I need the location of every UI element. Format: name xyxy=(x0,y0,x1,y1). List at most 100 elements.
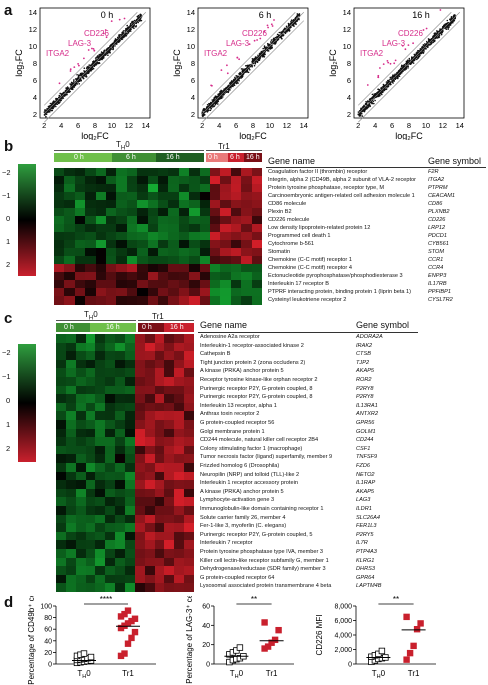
highlight-point xyxy=(58,82,61,85)
highlight-point xyxy=(248,43,251,45)
heatmap-cell xyxy=(158,168,169,177)
colorbar-c xyxy=(18,344,36,462)
heatmap-cell xyxy=(95,506,106,516)
heatmap-cell xyxy=(134,351,146,361)
gene-symbol-cell: AKAP5 xyxy=(356,368,375,375)
scatter-point xyxy=(133,27,135,30)
heatmap-cell xyxy=(230,272,242,281)
scatter-point xyxy=(397,70,400,72)
scatter-point xyxy=(219,93,221,96)
heatmap-cell xyxy=(95,402,106,412)
heatmap-cell xyxy=(174,359,185,369)
heatmap-cell xyxy=(125,574,136,584)
gene-symbol-cell: LAG3 xyxy=(356,497,371,504)
heatmap-cell xyxy=(184,402,195,412)
heatmap-cell xyxy=(184,523,195,533)
heatmap-cell xyxy=(105,497,116,507)
heatmap-cell xyxy=(199,232,211,241)
heatmap-cell xyxy=(95,280,107,289)
heatmap-cell xyxy=(134,428,146,438)
scatter-point xyxy=(50,107,53,110)
scatter-point xyxy=(66,86,69,88)
scatter-point xyxy=(377,94,379,97)
heatmap-cell xyxy=(64,248,76,257)
heatmap-cell xyxy=(168,256,180,265)
heatmap-cell xyxy=(158,248,169,257)
heatmap-cell xyxy=(174,420,185,430)
heatmap-cell xyxy=(178,184,190,193)
gene-name-cell: Receptor tyrosine kinase-like orphan rec… xyxy=(200,377,318,383)
heatmap-cell xyxy=(115,514,126,524)
heatmap-cell xyxy=(65,531,77,541)
heatmap-cell xyxy=(106,288,117,297)
scatter-point xyxy=(78,83,80,85)
scatter-point xyxy=(381,93,383,96)
heatmap-cell xyxy=(64,208,76,217)
scatter-point xyxy=(83,74,86,76)
group-th0-line xyxy=(54,150,204,151)
gene-symbol-cell: IL17RB xyxy=(428,281,447,287)
scatter-point xyxy=(48,105,50,108)
scatter-point xyxy=(268,44,270,46)
heatmap-cell xyxy=(75,488,87,498)
col-gene-name: Gene name xyxy=(200,320,248,330)
heatmap-cell xyxy=(95,514,106,524)
heatmap-cell xyxy=(230,216,242,225)
time-label: 0 h xyxy=(64,324,74,331)
heatmap-cell xyxy=(210,176,221,185)
heatmap-cell xyxy=(174,463,185,473)
scatter-point xyxy=(81,72,83,74)
heatmap-cell xyxy=(220,256,232,265)
scatter-point xyxy=(71,88,73,90)
heatmap-cell xyxy=(56,377,67,387)
data-point xyxy=(128,634,135,642)
heatmap-cell xyxy=(64,264,76,273)
scatter-point xyxy=(125,29,127,31)
time-label: 16 h xyxy=(106,324,120,331)
scatter-point xyxy=(279,36,282,39)
scatter-point xyxy=(76,78,78,80)
dotplot-panel: 0 20 40 60 80 100 Percentage of CD49b⁺ cells **… xyxy=(27,596,436,685)
category-label: Tr1 xyxy=(266,669,278,678)
heatmap-cell xyxy=(164,454,175,464)
heatmap-cell xyxy=(95,583,106,593)
y-tick-label: 8 xyxy=(191,59,195,68)
scatter-point xyxy=(129,24,132,26)
heatmap-cell xyxy=(230,256,242,265)
scatter-point xyxy=(214,96,217,98)
heatmap-cell xyxy=(144,497,156,507)
scatter-point xyxy=(292,19,295,21)
highlight-point xyxy=(401,44,404,47)
heatmap-cell xyxy=(125,566,136,576)
scatter-point xyxy=(369,105,372,108)
heatmap-cell xyxy=(85,176,97,185)
heatmap-cell xyxy=(105,471,116,481)
heatmap-cell xyxy=(134,368,146,378)
scatter-point xyxy=(56,97,58,100)
heatmap-cell xyxy=(147,272,159,281)
heatmap-cell xyxy=(105,394,116,404)
heatmap-cell xyxy=(241,208,253,217)
scatter-point xyxy=(293,22,296,25)
scatter-point xyxy=(397,74,399,77)
heatmap-cell xyxy=(74,232,86,241)
heatmap-cell xyxy=(85,557,96,567)
heatmap-cell xyxy=(154,342,165,352)
heatmap-cell xyxy=(85,445,96,455)
scatter-point xyxy=(413,53,416,56)
scatter-point xyxy=(85,74,87,76)
heatmap-cell xyxy=(147,240,159,249)
heatmap-cell xyxy=(126,192,138,201)
scatter-point xyxy=(227,90,230,92)
gene-name-cell: Cathepsin B xyxy=(200,351,231,358)
heatmap-cell xyxy=(220,272,232,281)
scatter-point xyxy=(288,28,290,30)
heatmap-cell xyxy=(210,168,221,177)
gene-symbol-cell: GOLM1 xyxy=(356,428,376,435)
heatmap-cell xyxy=(164,334,175,344)
scatter-point xyxy=(282,34,284,37)
heatmap-cell xyxy=(85,437,96,447)
data-point xyxy=(403,613,410,621)
heatmap-cell xyxy=(144,402,156,412)
heatmap-cell xyxy=(137,264,149,273)
